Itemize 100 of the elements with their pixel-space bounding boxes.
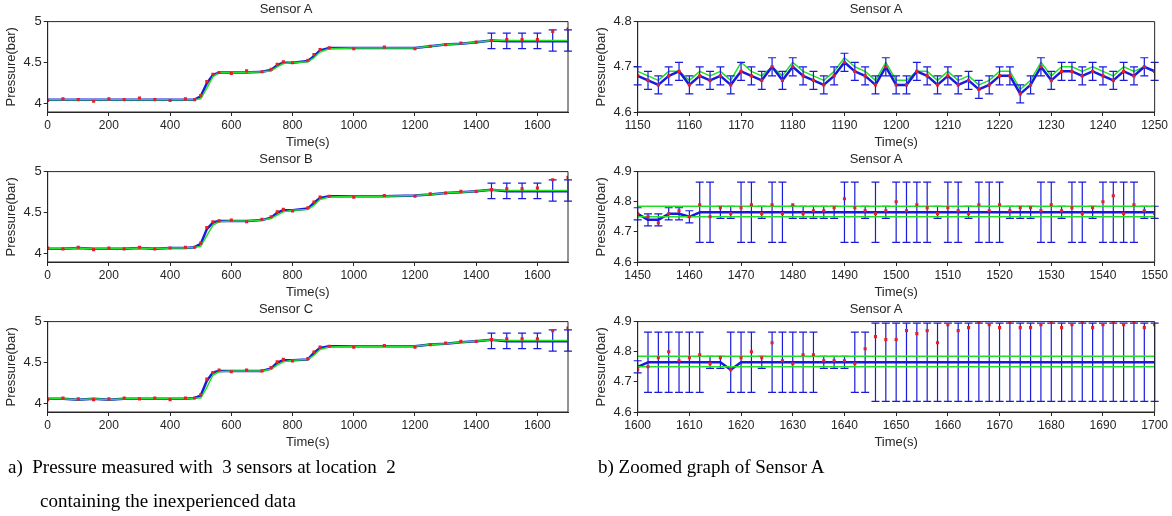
x-axis-title: Time(s): [286, 283, 330, 299]
y-tick-label: 5: [34, 313, 42, 329]
chart-title: Sensor A: [849, 301, 903, 317]
x-tick-label: 800: [282, 267, 303, 282]
x-tick-label: 800: [282, 117, 303, 132]
y-tick-label: 4.5: [23, 354, 42, 370]
x-tick-label: 1230: [1037, 117, 1065, 132]
x-tick-label: 400: [160, 267, 181, 282]
y-axis-title: Pressure(bar): [593, 27, 609, 107]
x-tick-label: 1490: [831, 267, 859, 282]
x-tick-label: 1000: [340, 117, 368, 132]
x-tick-label: 1530: [1037, 267, 1065, 282]
y-axis-title: Pressure(bar): [3, 327, 19, 407]
x-tick-label: 1520: [986, 267, 1014, 282]
x-tick-label: 1450: [624, 267, 652, 282]
x-axis-title: Time(s): [286, 433, 330, 449]
x-tick-label: 200: [98, 117, 120, 132]
y-tick-label: 4: [34, 95, 42, 111]
x-tick-label: 1670: [986, 417, 1014, 432]
x-tick-label: 1210: [934, 117, 962, 132]
chart-title: Sensor A: [259, 1, 313, 17]
x-tick-label: 1680: [1037, 417, 1065, 432]
chart-title: Sensor A: [849, 1, 903, 17]
y-tick-label: 4.6: [613, 253, 632, 269]
x-tick-label: 600: [221, 417, 242, 432]
x-tick-label: 1400: [462, 267, 490, 282]
y-tick-label: 4.5: [23, 54, 42, 70]
y-tick-label: 4.9: [613, 163, 632, 179]
y-axis-title: Pressure(bar): [3, 177, 19, 257]
y-tick-label: 4.7: [613, 58, 632, 74]
chart-title: Sensor A: [849, 151, 903, 167]
x-tick-label: 1620: [727, 417, 755, 432]
x-tick-label: 1510: [934, 267, 962, 282]
x-tick-label: 1250: [1141, 117, 1169, 132]
x-tick-label: 0: [44, 267, 52, 282]
y-tick-label: 5: [34, 13, 42, 29]
x-tick-label: 1470: [727, 267, 755, 282]
x-axis-title: Time(s): [874, 283, 918, 299]
x-tick-label: 1170: [728, 117, 755, 132]
x-tick-label: 1610: [676, 417, 704, 432]
x-tick-label: 1600: [624, 417, 652, 432]
x-tick-label: 200: [98, 267, 120, 282]
x-tick-label: 1200: [401, 267, 429, 282]
x-tick-label: 1660: [934, 417, 962, 432]
x-tick-label: 1150: [624, 117, 651, 132]
x-tick-label: 1600: [524, 267, 552, 282]
y-tick-label: 4.6: [613, 103, 632, 119]
x-tick-label: 1160: [676, 117, 703, 132]
x-tick-label: 1600: [524, 417, 552, 432]
x-tick-label: 1400: [462, 417, 490, 432]
y-tick-label: 4.8: [613, 193, 632, 209]
x-tick-label: 400: [160, 417, 181, 432]
y-tick-label: 4: [34, 395, 42, 411]
x-tick-label: 1000: [340, 267, 368, 282]
x-tick-label: 1460: [676, 267, 704, 282]
x-tick-label: 1600: [524, 117, 552, 132]
text: b) Zoomed graph of Sensor A: [597, 455, 826, 479]
x-tick-label: 0: [44, 117, 52, 132]
text: a) Pressure measured with 3 sensors at location 2 containing the inexperienced data: [7, 455, 397, 513]
y-tick-label: 4.8: [613, 13, 632, 29]
x-tick-label: 1700: [1141, 417, 1169, 432]
y-tick-label: 4.5: [23, 204, 42, 220]
x-tick-label: 1480: [779, 267, 807, 282]
chart-title: Sensor C: [258, 301, 314, 317]
x-tick-label: 1200: [882, 117, 910, 132]
x-tick-label: 1500: [882, 267, 910, 282]
x-tick-label: 600: [221, 117, 242, 132]
x-tick-label: 800: [282, 417, 303, 432]
x-axis-title: Time(s): [286, 133, 330, 149]
x-tick-label: 1640: [831, 417, 859, 432]
x-tick-label: 1650: [882, 417, 910, 432]
y-tick-label: 4.7: [613, 223, 632, 239]
x-tick-label: 1240: [1089, 117, 1117, 132]
x-tick-label: 1690: [1089, 417, 1117, 432]
y-tick-label: 4: [34, 245, 42, 261]
y-tick-label: 4.6: [613, 403, 632, 419]
y-tick-label: 4.7: [613, 373, 632, 389]
x-tick-label: 1200: [401, 117, 429, 132]
x-tick-label: 1200: [401, 417, 429, 432]
x-tick-label: 600: [221, 267, 242, 282]
x-tick-label: 0: [44, 417, 52, 432]
x-tick-label: 400: [160, 117, 181, 132]
x-tick-label: 1630: [779, 417, 807, 432]
x-tick-label: 1550: [1141, 267, 1169, 282]
y-axis-title: Pressure(bar): [593, 327, 609, 407]
x-axis-title: Time(s): [874, 433, 918, 449]
x-axis-title: Time(s): [874, 133, 918, 149]
x-tick-label: 1180: [779, 117, 806, 132]
x-tick-label: 1400: [462, 117, 490, 132]
x-tick-label: 200: [98, 417, 120, 432]
x-tick-label: 1540: [1089, 267, 1117, 282]
x-tick-label: 1000: [340, 417, 368, 432]
x-tick-label: 1190: [831, 117, 858, 132]
y-axis-title: Pressure(bar): [3, 27, 19, 107]
y-tick-label: 5: [34, 163, 42, 179]
chart-title: Sensor B: [259, 151, 313, 167]
x-tick-label: 1220: [986, 117, 1014, 132]
y-tick-label: 4.8: [613, 343, 632, 359]
y-tick-label: 4.9: [613, 313, 632, 329]
y-axis-title: Pressure(bar): [593, 177, 609, 257]
